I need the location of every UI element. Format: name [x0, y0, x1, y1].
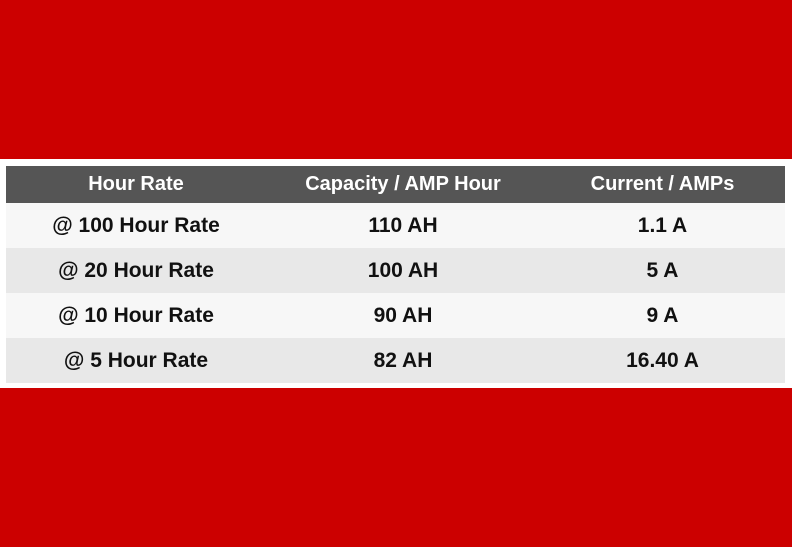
header-current: Current / AMPs — [540, 166, 785, 203]
table-row: @ 100 Hour Rate 110 AH 1.1 A — [6, 203, 785, 248]
bottom-red-band — [0, 388, 792, 547]
table-row: @ 5 Hour Rate 82 AH 16.40 A — [6, 338, 785, 383]
top-red-band — [0, 0, 792, 159]
cell-hour-rate: @ 10 Hour Rate — [6, 293, 266, 338]
cell-current: 16.40 A — [540, 338, 785, 383]
table-panel: Hour Rate Capacity / AMP Hour Current / … — [0, 159, 792, 388]
cell-capacity: 100 AH — [266, 248, 540, 293]
cell-capacity: 110 AH — [266, 203, 540, 248]
cell-hour-rate: @ 5 Hour Rate — [6, 338, 266, 383]
header-hour-rate: Hour Rate — [6, 166, 266, 203]
cell-capacity: 82 AH — [266, 338, 540, 383]
table-row: @ 10 Hour Rate 90 AH 9 A — [6, 293, 785, 338]
table-header-row: Hour Rate Capacity / AMP Hour Current / … — [6, 166, 785, 203]
cell-capacity: 90 AH — [266, 293, 540, 338]
cell-current: 9 A — [540, 293, 785, 338]
table-row: @ 20 Hour Rate 100 AH 5 A — [6, 248, 785, 293]
cell-hour-rate: @ 20 Hour Rate — [6, 248, 266, 293]
cell-current: 1.1 A — [540, 203, 785, 248]
battery-rate-table: Hour Rate Capacity / AMP Hour Current / … — [6, 166, 785, 383]
header-capacity: Capacity / AMP Hour — [266, 166, 540, 203]
cell-hour-rate: @ 100 Hour Rate — [6, 203, 266, 248]
cell-current: 5 A — [540, 248, 785, 293]
